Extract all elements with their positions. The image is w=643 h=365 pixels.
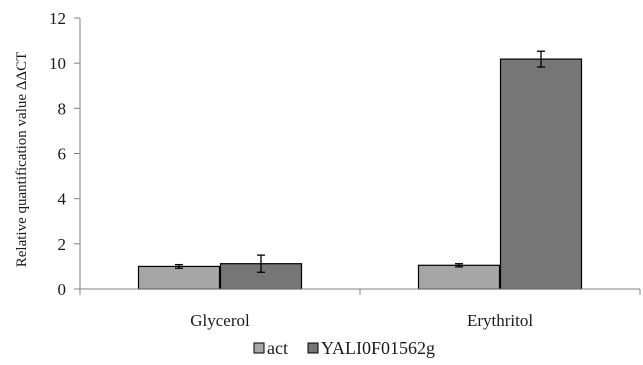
category-label: Glycerol: [190, 311, 250, 330]
y-tick-label: 10: [49, 54, 66, 73]
y-tick-label: 8: [58, 99, 67, 118]
legend-swatch: [253, 342, 265, 354]
bar-act-glycerol: [137, 265, 221, 290]
legend-swatch: [307, 342, 319, 354]
y-tick-label: 2: [58, 235, 67, 254]
y-tick-label: 4: [58, 190, 67, 209]
error-bars: [175, 50, 545, 273]
x-axis-category-ticks: [79, 289, 641, 295]
legend-label: act: [267, 338, 288, 358]
category-labels: Glycerol Erythritol: [190, 311, 533, 330]
y-tick-label: 6: [58, 145, 67, 164]
y-tick-label: 12: [49, 9, 66, 28]
y-axis-ticks: 0 2 4 6 8 10 12: [49, 9, 80, 299]
y-axis-title: Relative quantification value ΔΔCT: [14, 52, 30, 267]
category-label: Erythritol: [467, 311, 533, 330]
legend: act YALI0F01562g: [253, 338, 435, 358]
bar-act-erythritol: [417, 264, 501, 290]
legend-label: YALI0F01562g: [321, 338, 435, 358]
bars: [137, 58, 583, 290]
y-tick-label: 0: [58, 280, 67, 299]
bar-yali0f01562g-erythritol: [499, 58, 583, 290]
